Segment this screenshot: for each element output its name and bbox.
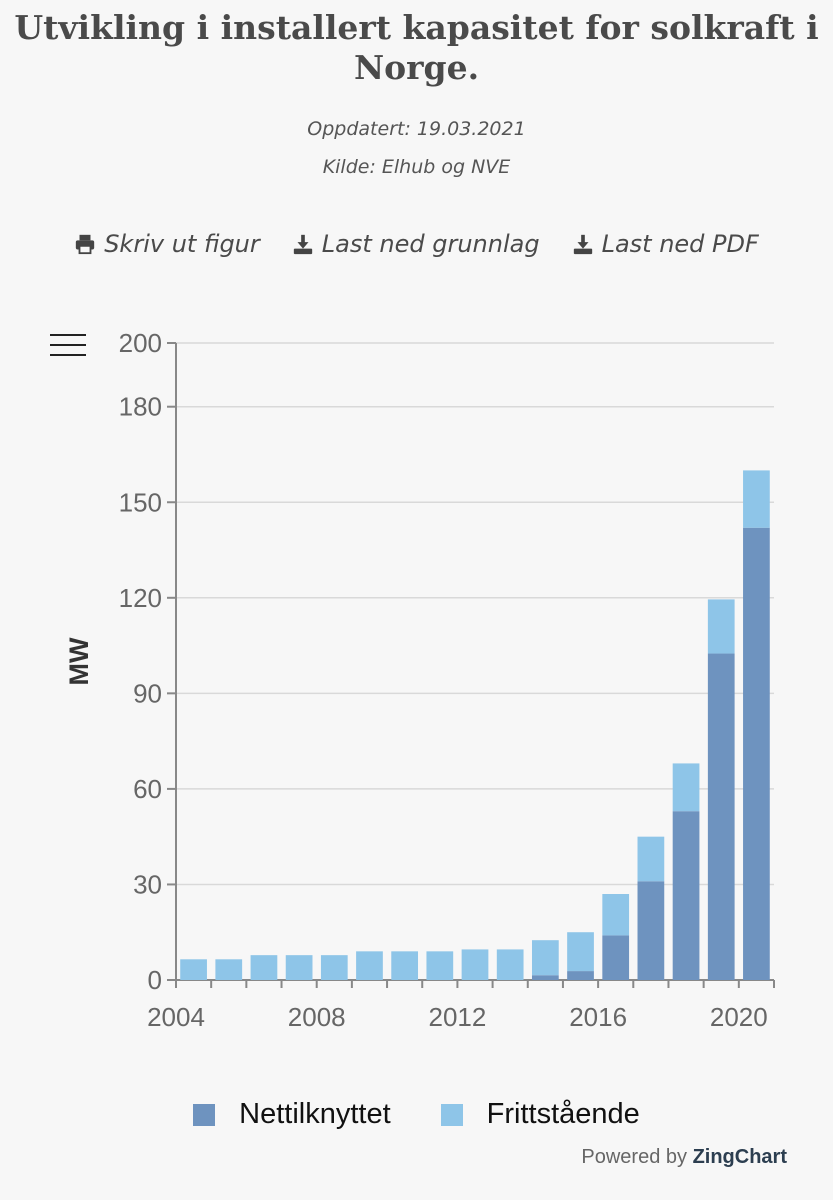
bar-frittstaende-2010	[391, 951, 419, 980]
bar-nettilknyttet-2019	[707, 653, 735, 980]
legend-swatch-frittstaende	[440, 1103, 463, 1126]
x-tick-label: 2008	[288, 1002, 346, 1032]
y-tick-label: 180	[119, 392, 162, 422]
bar-frittstaende-2012	[461, 949, 489, 980]
chart-title: Utvikling i installert kapasitet for sol…	[14, 8, 819, 87]
bar-frittstaende-2014	[531, 940, 559, 976]
print-figure-label: Skriv ut figur	[104, 230, 260, 258]
legend-item-nettilknyttet[interactable]: Nettilknyttet	[193, 1098, 391, 1131]
y-tick-label: 200	[119, 328, 162, 358]
bar-frittstaende-2006	[250, 955, 278, 980]
legend-item-frittstaende[interactable]: Frittstående	[440, 1098, 640, 1131]
bar-frittstaende-2020	[743, 470, 770, 528]
action-bar: Skriv ut figur Last ned grunnlag Last ne…	[0, 230, 833, 258]
download-pdf-button[interactable]: Last ned PDF	[572, 230, 759, 258]
x-tick-label: 2016	[569, 1002, 627, 1032]
x-tick-label: 2012	[428, 1002, 486, 1032]
bar-nettilknyttet-2020	[743, 527, 770, 980]
y-axis-title: MW	[64, 637, 94, 685]
updated-date: Oppdatert: 19.03.2021	[307, 118, 526, 140]
print-figure-button[interactable]: Skriv ut figur	[74, 230, 260, 258]
bar-frittstaende-2017	[637, 836, 665, 882]
legend-swatch-nettilknyttet	[193, 1103, 216, 1126]
bar-frittstaende-2008	[320, 955, 348, 980]
powered-by-brand: ZingChart	[692, 1146, 787, 1168]
chart-menu-icon[interactable]	[50, 334, 86, 356]
bar-nettilknyttet-2015	[567, 971, 594, 980]
bar-frittstaende-2016	[602, 894, 630, 936]
bar-frittstaende-2007	[285, 955, 313, 980]
chart-legend: Nettilknyttet Frittstående	[0, 1098, 833, 1131]
x-tick-label: 2004	[147, 1002, 205, 1032]
y-tick-label: 30	[133, 869, 162, 899]
bar-frittstaende-2015	[567, 932, 594, 972]
y-tick-label: 60	[133, 774, 162, 804]
download-pdf-label: Last ned PDF	[601, 230, 759, 258]
bar-frittstaende-2009	[356, 951, 383, 980]
download-icon	[573, 234, 592, 255]
bar-frittstaende-2005	[215, 959, 243, 980]
bar-nettilknyttet-2018	[672, 811, 700, 980]
y-tick-label: 90	[133, 678, 162, 708]
powered-by-prefix: Powered by	[581, 1146, 687, 1168]
legend-label: Nettilknyttet	[239, 1098, 391, 1130]
printer-icon	[76, 234, 95, 255]
y-tick-label: 150	[119, 487, 162, 517]
powered-by-zingchart[interactable]: Powered by ZingChart	[581, 1146, 787, 1169]
bar-frittstaende-2018	[672, 763, 700, 812]
bar-nettilknyttet-2017	[637, 881, 665, 980]
download-icon	[293, 234, 312, 255]
chart-plot: 0 30 60 90 120 150 180 200 MW 2004 2008 2012 2016 202…	[64, 328, 775, 1032]
bar-frittstaende-2019	[707, 599, 735, 654]
bar-nettilknyttet-2016	[602, 935, 630, 980]
download-data-label: Last ned grunnlag	[321, 230, 540, 258]
legend-label: Frittstående	[486, 1098, 640, 1130]
bar-nettilknyttet-2014	[531, 975, 559, 980]
bar-frittstaende-2004	[180, 959, 207, 980]
bar-frittstaende-2011	[426, 951, 454, 980]
download-data-button[interactable]: Last ned grunnlag	[292, 230, 540, 258]
y-tick-label: 0	[148, 965, 162, 995]
x-tick-label: 2020	[710, 1002, 768, 1032]
bar-frittstaende-2013	[496, 949, 524, 980]
data-source: Kilde: Elhub og NVE	[322, 156, 511, 178]
y-tick-label: 120	[119, 583, 162, 613]
